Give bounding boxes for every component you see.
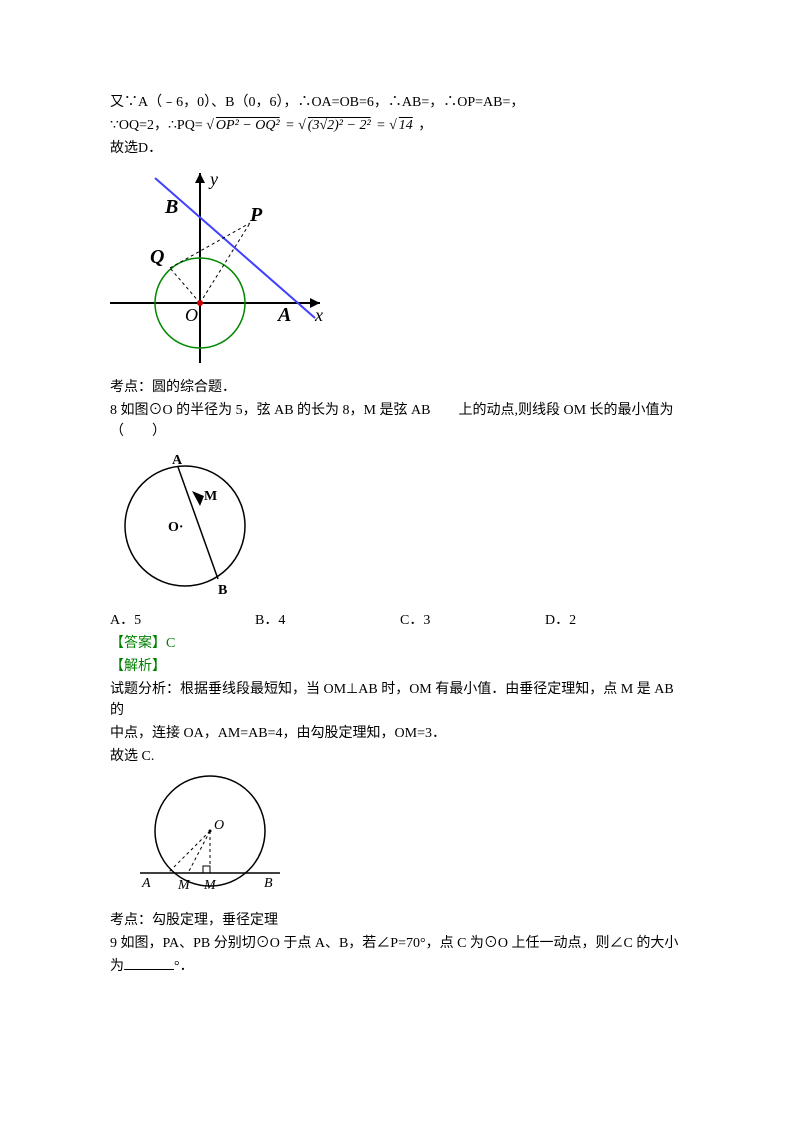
figure-coord-circle: y x B P Q O A — [110, 163, 330, 373]
q9-stem-l2-text: 为 — [110, 959, 124, 974]
eq2: = — [376, 118, 389, 133]
q8-analysis-l2: 中点，连接 OA，AM=AB=4，由勾股定理知，OM=3． — [110, 723, 690, 744]
svg-text:A: A — [141, 876, 151, 891]
svg-text:y: y — [208, 169, 218, 189]
sqrt-body-3: 14 — [397, 115, 415, 136]
svg-text:M: M — [203, 878, 217, 893]
line2-suffix: ， — [418, 118, 432, 133]
figure-circle-chord-m: A M O· B — [110, 446, 260, 606]
formula-pq: √OP² − OQ² = √(3√2)² − 2² = √14 — [206, 118, 418, 133]
svg-text:O: O — [214, 818, 224, 833]
svg-text:M: M — [177, 878, 191, 893]
q9-stem-l1: 9 如图，PA、PB 分别切⊙O 于点 A、B，若∠P=70°，点 C 为⊙O … — [110, 933, 690, 954]
q8-options: A．5 B．4 C．3 D．2 — [110, 610, 690, 631]
sqrt-sign-3: √ — [389, 118, 397, 133]
line2-prefix: ∵OQ=2，∴PQ= — [110, 118, 203, 133]
eq1: = — [285, 118, 298, 133]
q8-stem: 8 如图⊙O 的半径为 5，弦 AB 的长为 8，M 是弦 AB 上的动点,则线… — [110, 400, 690, 442]
svg-text:O: O — [185, 305, 198, 325]
svg-text:B: B — [164, 196, 178, 218]
q8-answer: 【答案】C — [110, 633, 690, 654]
figure-circle-perp-m: O A B M M — [110, 771, 300, 906]
svg-text:x: x — [314, 305, 323, 325]
intro-line-1: 又∵A（﹣6，0）、B（0，6），∴OA=OB=6，∴AB=，∴OP=AB=， — [110, 92, 690, 113]
sqrt-sign-1: √ — [206, 118, 214, 133]
intro-line-3: 故选D． — [110, 138, 690, 159]
kaodian-2: 考点：勾股定理，垂径定理 — [110, 910, 690, 931]
q8-conclusion: 故选 C. — [110, 746, 690, 767]
sqrt-body-2: (3√2)² − 2² — [306, 115, 373, 136]
kaodian-1: 考点：圆的综合题． — [110, 377, 690, 398]
q8-option-d: D．2 — [545, 610, 690, 631]
intro-line-2: ∵OQ=2，∴PQ= √OP² − OQ² = √(3√2)² − 2² = √… — [110, 115, 690, 136]
q8-jiexi: 【解析】 — [110, 656, 690, 677]
svg-text:Q: Q — [150, 246, 164, 268]
q9-blank — [124, 969, 174, 970]
svg-text:O·: O· — [168, 520, 184, 535]
q8-option-a: A．5 — [110, 610, 255, 631]
q8-analysis-l1: 试题分析：根据垂线段最短知，当 OM⊥AB 时，OM 有最小值．由垂径定理知，点… — [110, 679, 690, 721]
svg-text:P: P — [249, 204, 263, 226]
svg-text:B: B — [218, 583, 227, 598]
q9-stem-l2: 为 °． — [110, 956, 690, 977]
svg-text:B: B — [264, 876, 273, 891]
sqrt-sign-2: √ — [298, 118, 306, 133]
q8-option-b: B．4 — [255, 610, 400, 631]
q9-degree: °． — [174, 959, 194, 974]
svg-text:A: A — [276, 304, 291, 326]
sqrt-body-1: OP² − OQ² — [214, 115, 282, 136]
svg-text:M: M — [204, 489, 217, 504]
svg-text:A: A — [172, 453, 183, 468]
q8-option-c: C．3 — [400, 610, 545, 631]
